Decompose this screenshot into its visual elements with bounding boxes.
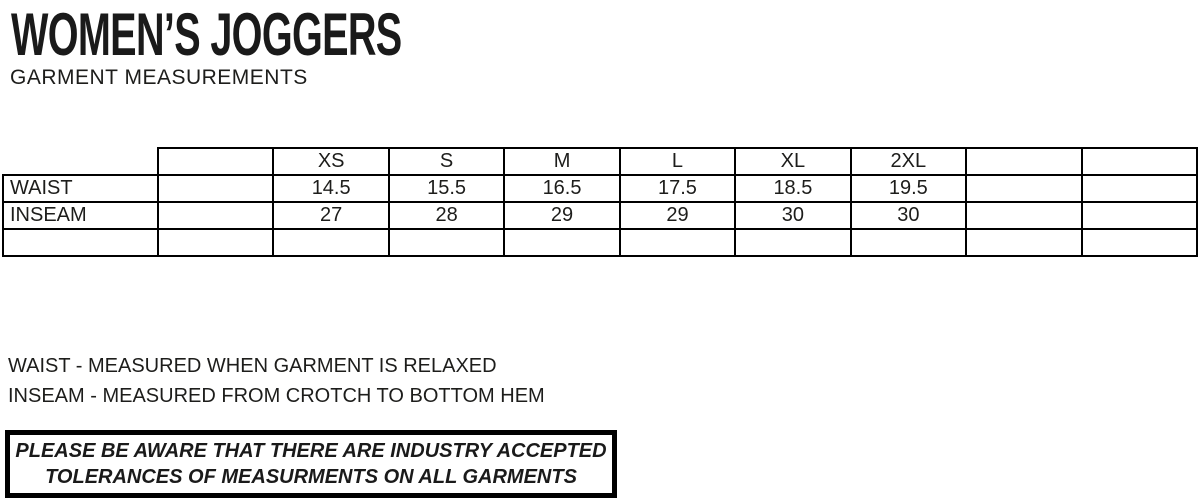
- measurement-cell: 28: [387, 201, 506, 230]
- measurement-cell: 17.5: [618, 174, 737, 203]
- measurement-cell: 29: [503, 201, 621, 230]
- size-header-cell: XS: [272, 147, 390, 176]
- measurement-cell: [156, 174, 275, 203]
- measurement-cell: [965, 228, 1083, 257]
- size-header-cell: [156, 147, 275, 176]
- measurement-cell: [849, 228, 968, 257]
- measurement-cell: 14.5: [272, 174, 390, 203]
- measurement-cell: [503, 228, 621, 257]
- measurement-cell: [156, 228, 275, 257]
- measurement-cell: [965, 201, 1083, 230]
- measurement-cell: [1080, 228, 1198, 257]
- table-row-empty: [2, 228, 1198, 257]
- measurement-cell: [618, 228, 737, 257]
- header-corner-cell: [3, 148, 158, 175]
- measurement-cell: 29: [618, 201, 737, 230]
- page-subtitle: GARMENT MEASUREMENTS: [10, 66, 308, 89]
- measurement-cell: 16.5: [503, 174, 621, 203]
- size-header-cell: S: [387, 147, 506, 176]
- row-label: [2, 228, 159, 257]
- size-header-cell: M: [503, 147, 621, 176]
- measurement-cell: [387, 228, 506, 257]
- row-label: INSEAM: [2, 201, 159, 230]
- size-header-cell: [1080, 147, 1198, 176]
- table-row-waist: WAIST 14.5 15.5 16.5 17.5 18.5 19.5: [2, 174, 1198, 203]
- measurement-cell: [1080, 174, 1198, 203]
- disclaimer-line-1: PLEASE BE AWARE THAT THERE ARE INDUSTRY …: [15, 440, 607, 462]
- measurement-cell: 19.5: [849, 174, 968, 203]
- size-header-cell: 2XL: [849, 147, 968, 176]
- table-row-inseam: INSEAM 27 28 29 29 30 30: [2, 201, 1198, 230]
- measurements-table: XS S M L XL 2XL WAIST 14.5 15.5 16.5 17.…: [2, 147, 1198, 257]
- page-title: WOMEN’S JOGGERS: [11, 1, 402, 68]
- size-header-cell: XL: [734, 147, 852, 176]
- disclaimer-line-2: TOLERANCES OF MEASURMENTS ON ALL GARMENT…: [45, 466, 577, 488]
- note-waist: WAIST - MEASURED WHEN GARMENT IS RELAXED: [8, 355, 497, 377]
- measurement-cell: [965, 174, 1083, 203]
- size-header-cell: L: [618, 147, 737, 176]
- size-header-cell: [965, 147, 1083, 176]
- disclaimer-box: PLEASE BE AWARE THAT THERE ARE INDUSTRY …: [5, 430, 617, 498]
- measurement-cell: 15.5: [387, 174, 506, 203]
- measurement-cell: 18.5: [734, 174, 852, 203]
- measurement-cell: 30: [849, 201, 968, 230]
- measurement-cell: [1080, 201, 1198, 230]
- measurement-cell: 30: [734, 201, 852, 230]
- row-label: WAIST: [2, 174, 159, 203]
- measurement-notes: WAIST - MEASURED WHEN GARMENT IS RELAXED…: [8, 351, 545, 411]
- measurement-cell: [272, 228, 390, 257]
- measurement-cell: [734, 228, 852, 257]
- measurement-cell: 27: [272, 201, 390, 230]
- table-header-row: XS S M L XL 2XL: [3, 147, 1198, 176]
- measurement-cell: [156, 201, 275, 230]
- note-inseam: INSEAM - MEASURED FROM CROTCH TO BOTTOM …: [8, 385, 545, 407]
